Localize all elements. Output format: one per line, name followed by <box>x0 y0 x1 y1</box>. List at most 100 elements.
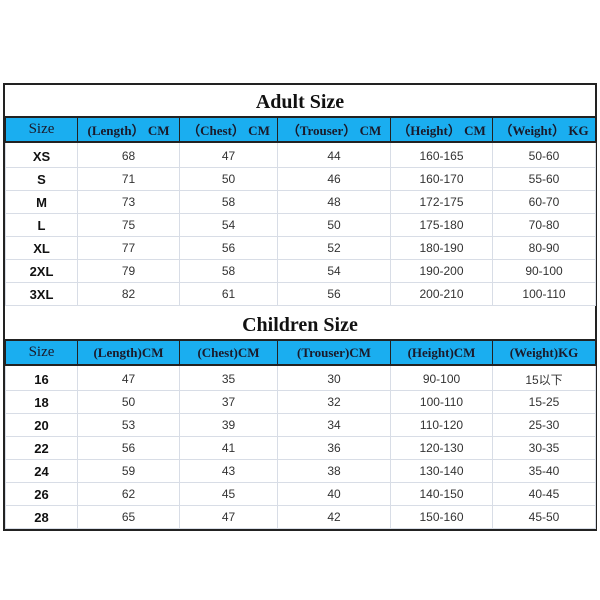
size-cell: XS <box>5 141 78 168</box>
size-cell: S <box>5 167 78 191</box>
value-cell: 58 <box>179 190 278 214</box>
value-cell: 52 <box>277 236 391 260</box>
column-header: （Trouser） CM <box>277 116 391 143</box>
value-cell: 25-30 <box>492 413 596 437</box>
table-row: L 75 54 50 175-180 70-80 <box>5 213 596 237</box>
size-cell: 2XL <box>5 259 78 283</box>
header-row: Size (Length） CM （Chest） CM （Trouser） CM （He… <box>5 116 596 143</box>
size-cell: 18 <box>5 390 78 414</box>
value-cell: 54 <box>277 259 391 283</box>
table-row: 2XL 79 58 54 190-200 90-100 <box>5 259 596 283</box>
value-cell: 15以下 <box>492 364 596 391</box>
value-cell: 53 <box>77 413 180 437</box>
value-cell: 200-210 <box>390 282 493 306</box>
children-size-table: Size (Length)CM (Chest)CM (Trouser)CM (Heigh… <box>5 339 596 529</box>
value-cell: 80-90 <box>492 236 596 260</box>
value-cell: 41 <box>179 436 278 460</box>
size-cell: L <box>5 213 78 237</box>
value-cell: 47 <box>77 364 180 391</box>
size-cell: 28 <box>5 505 78 529</box>
table-row: 26 62 45 40 140-150 40-45 <box>5 482 596 506</box>
value-cell: 34 <box>277 413 391 437</box>
table-row: 20 53 39 34 110-120 25-30 <box>5 413 596 437</box>
size-cell: XL <box>5 236 78 260</box>
value-cell: 62 <box>77 482 180 506</box>
value-cell: 47 <box>179 505 278 529</box>
table-row: S 71 50 46 160-170 55-60 <box>5 167 596 191</box>
column-header: (Weight)KG <box>492 339 596 366</box>
value-cell: 42 <box>277 505 391 529</box>
table-row: 16 47 35 30 90-100 15以下 <box>5 364 596 391</box>
value-cell: 15-25 <box>492 390 596 414</box>
value-cell: 60-70 <box>492 190 596 214</box>
value-cell: 65 <box>77 505 180 529</box>
size-cell: 20 <box>5 413 78 437</box>
value-cell: 71 <box>77 167 180 191</box>
value-cell: 55-60 <box>492 167 596 191</box>
column-header: (Length)CM <box>77 339 180 366</box>
size-chart: Adult Size Size (Length） CM （Chest） CM （Tro… <box>3 83 597 531</box>
value-cell: 90-100 <box>492 259 596 283</box>
value-cell: 45 <box>179 482 278 506</box>
value-cell: 47 <box>179 141 278 168</box>
column-header: (Length） CM <box>77 116 180 143</box>
children-size-title: Children Size <box>242 314 358 336</box>
value-cell: 130-140 <box>390 459 493 483</box>
value-cell: 56 <box>277 282 391 306</box>
adult-size-table: Size (Length） CM （Chest） CM （Trouser） CM （He… <box>5 116 596 306</box>
value-cell: 45-50 <box>492 505 596 529</box>
column-header: Size <box>5 116 78 143</box>
value-cell: 150-160 <box>390 505 493 529</box>
value-cell: 73 <box>77 190 180 214</box>
table-row: XS 68 47 44 160-165 50-60 <box>5 141 596 168</box>
value-cell: 36 <box>277 436 391 460</box>
value-cell: 100-110 <box>390 390 493 414</box>
value-cell: 37 <box>179 390 278 414</box>
value-cell: 82 <box>77 282 180 306</box>
size-cell: 24 <box>5 459 78 483</box>
value-cell: 44 <box>277 141 391 168</box>
value-cell: 40 <box>277 482 391 506</box>
value-cell: 56 <box>179 236 278 260</box>
value-cell: 30 <box>277 364 391 391</box>
adult-size-title: Adult Size <box>255 91 345 113</box>
value-cell: 54 <box>179 213 278 237</box>
value-cell: 30-35 <box>492 436 596 460</box>
size-cell: M <box>5 190 78 214</box>
value-cell: 50-60 <box>492 141 596 168</box>
value-cell: 68 <box>77 141 180 168</box>
value-cell: 61 <box>179 282 278 306</box>
table-row: XL 77 56 52 180-190 80-90 <box>5 236 596 260</box>
header-row: Size (Length)CM (Chest)CM (Trouser)CM (Heigh… <box>5 339 596 366</box>
value-cell: 180-190 <box>390 236 493 260</box>
value-cell: 38 <box>277 459 391 483</box>
table-row: 24 59 43 38 130-140 35-40 <box>5 459 596 483</box>
table-row: 3XL 82 61 56 200-210 100-110 <box>5 282 596 306</box>
value-cell: 39 <box>179 413 278 437</box>
value-cell: 48 <box>277 190 391 214</box>
value-cell: 100-110 <box>492 282 596 306</box>
table-row: 18 50 37 32 100-110 15-25 <box>5 390 596 414</box>
value-cell: 50 <box>77 390 180 414</box>
value-cell: 75 <box>77 213 180 237</box>
value-cell: 79 <box>77 259 180 283</box>
value-cell: 46 <box>277 167 391 191</box>
value-cell: 56 <box>77 436 180 460</box>
value-cell: 140-150 <box>390 482 493 506</box>
value-cell: 59 <box>77 459 180 483</box>
value-cell: 35-40 <box>492 459 596 483</box>
size-cell: 22 <box>5 436 78 460</box>
value-cell: 90-100 <box>390 364 493 391</box>
size-cell: 3XL <box>5 282 78 306</box>
value-cell: 50 <box>179 167 278 191</box>
column-header: (Height)CM <box>390 339 493 366</box>
value-cell: 58 <box>179 259 278 283</box>
value-cell: 32 <box>277 390 391 414</box>
value-cell: 172-175 <box>390 190 493 214</box>
value-cell: 35 <box>179 364 278 391</box>
value-cell: 77 <box>77 236 180 260</box>
column-header: (Trouser)CM <box>277 339 391 366</box>
size-cell: 16 <box>5 364 78 391</box>
column-header: （Weight） KG <box>492 116 596 143</box>
table-row: M 73 58 48 172-175 60-70 <box>5 190 596 214</box>
